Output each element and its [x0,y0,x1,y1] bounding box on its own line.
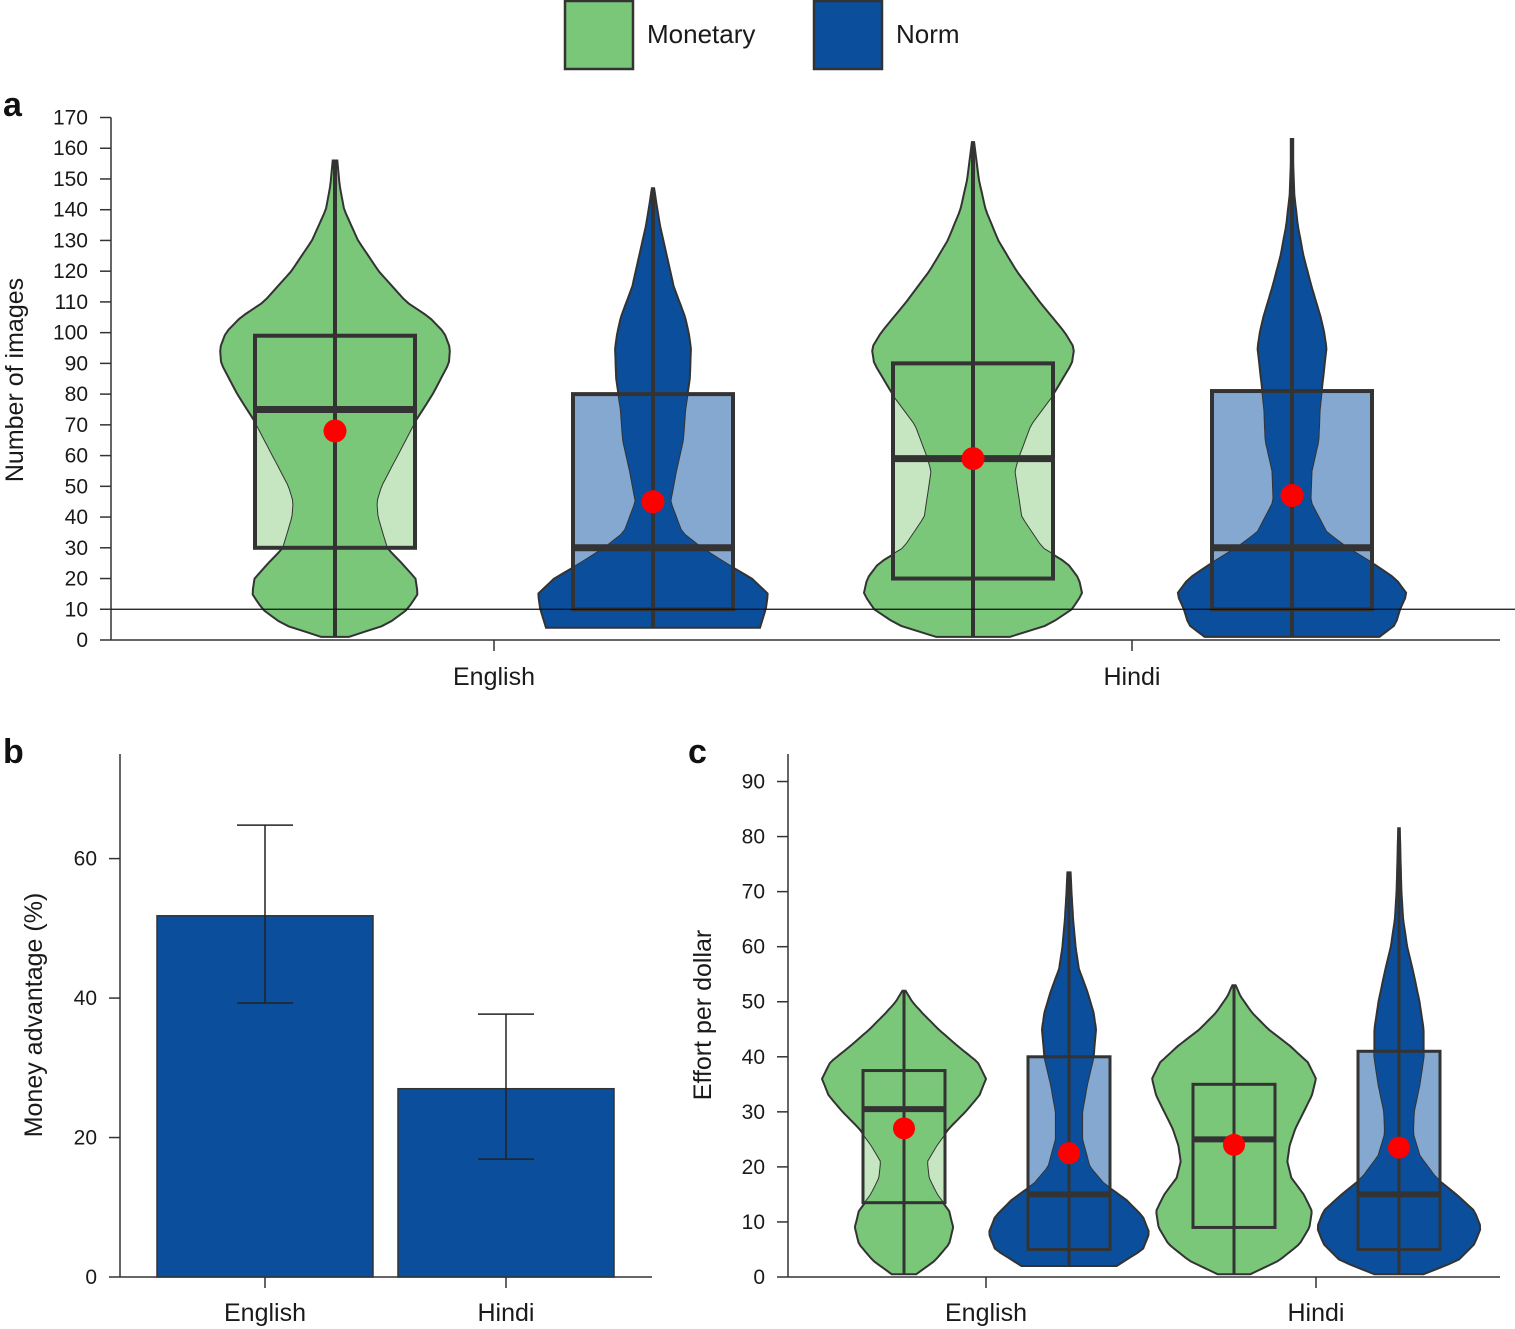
panel-c-y-tick-label: 10 [742,1211,765,1234]
panel-a-category-hindi: Hindi [1104,663,1161,691]
panel-a-y-tick-label: 140 [53,199,88,222]
panel-a-y-tick-label: 100 [53,322,88,345]
panel-c-y-tick-label: 60 [742,936,765,959]
panel-b-y-tick-label: 40 [74,987,97,1010]
panel-a-hindi-monetary-mean-dot [961,447,985,471]
panel-a-y-tick-label: 150 [53,168,88,191]
panel-c-category-english: English [945,1299,1027,1327]
panel-b-y-tick-label: 20 [74,1127,97,1150]
panel-a-y-tick-label: 10 [65,598,88,621]
panel-letter-a: a [3,86,23,124]
panel-a-y-tick-label: 160 [53,137,88,160]
panel-b-y-axis-title: Money advantage (%) [20,893,48,1138]
panel-a-english-norm-mean-dot [641,490,665,514]
panel-c-english-monetary-mean-dot [893,1117,915,1140]
panel-c-hindi-monetary-mean-dot [1223,1133,1245,1156]
panel-c-y-tick-label: 50 [742,991,765,1014]
panel-a-violin-chart: 0 10 20 30 40 50 60 70 80 90 100 110 120 130 140 150 160… [1,107,1515,691]
panel-c-y-tick-label: 70 [742,881,765,904]
panel-a-y-tick-label: 0 [76,629,88,652]
panel-a-english-monetary-mean-dot [323,419,347,443]
panel-c-y-tick-label: 90 [742,771,765,794]
panel-b-y-tick-label: 0 [85,1266,97,1289]
panel-letter-b: b [3,733,24,771]
panel-letter-c: c [688,733,707,771]
panel-c-english-norm-mean-dot [1058,1142,1080,1165]
panel-a-english-monetary-box [253,333,417,550]
panel-a-category-english: English [453,663,535,691]
panel-c-hindi-norm-mean-dot [1388,1136,1410,1159]
panel-c-y-tick-label: 20 [742,1156,765,1179]
panel-a-y-axis-title: Number of images [1,278,29,482]
panel-c-violin-chart: 0 10 20 30 40 50 60 70 80 90 Effort per dollar En… [689,754,1500,1327]
panel-c-y-tick-label: 0 [753,1266,765,1289]
panel-a-y-tick-label: 130 [53,229,88,252]
panel-c-hindi-norm-box [1356,1049,1442,1251]
panel-a-y-tick-label: 70 [65,414,88,437]
panel-a-y-tick-label: 170 [53,107,88,130]
legend-swatch-monetary [563,0,635,71]
panel-c-english-monetary-box [861,1069,947,1205]
panel-a-hindi-norm-mean-dot [1280,484,1304,508]
panel-c-y-tick-label: 40 [742,1046,765,1069]
legend-swatch-norm [812,0,884,71]
panel-a-y-tick-label: 60 [65,445,88,468]
panel-b-category-english: English [224,1299,306,1327]
panel-b-category-hindi: Hindi [478,1299,535,1327]
legend-label-norm: Norm [896,19,960,49]
legend: Monetary Norm [563,0,960,71]
panel-a-y-tick-label: 20 [65,568,88,591]
panel-c-y-tick-label: 30 [742,1101,765,1124]
panel-a-y-tick-label: 120 [53,260,88,283]
panel-a-y-tick-label: 40 [65,506,88,529]
panel-c-english-norm-box [1026,1055,1112,1251]
panel-b-bar-chart: 0 20 40 60 Money advantage (%) English Hind… [20,754,652,1327]
panel-b-y-tick-label: 60 [74,848,97,871]
panel-a-y-tick-label: 80 [65,383,88,406]
panel-c-y-axis-title: Effort per dollar [689,930,717,1100]
legend-label-monetary: Monetary [647,19,755,49]
panel-c-hindi-monetary-box [1191,1082,1277,1229]
panel-a-y-tick-label: 90 [65,352,88,375]
panel-a-y-tick-label: 30 [65,537,88,560]
panel-c-category-hindi: Hindi [1288,1299,1345,1327]
panel-a-hindi-monetary-box [891,361,1055,581]
panel-c-y-tick-label: 80 [742,826,765,849]
panel-a-y-tick-label: 50 [65,475,88,498]
panel-a-y-tick-label: 110 [55,291,88,314]
